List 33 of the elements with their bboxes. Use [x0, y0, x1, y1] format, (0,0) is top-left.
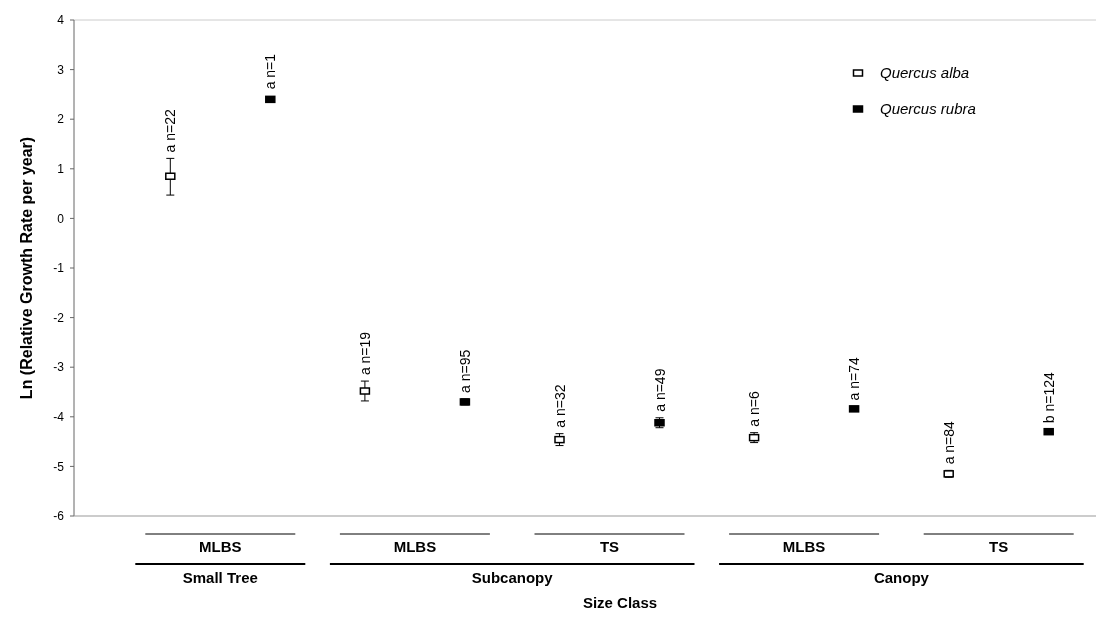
y-tick-label: -4: [53, 410, 65, 424]
text: Subcanopy: [471, 569, 554, 586]
y-tick-label: -5: [53, 459, 65, 474]
x-tick-label: MLBS: [782, 538, 826, 555]
text: Canopy: [873, 569, 930, 586]
annotation: a n=6: [746, 391, 763, 427]
annotation: a n=49: [651, 368, 668, 412]
y-tick-label: -1: [53, 261, 65, 276]
y-axis-title: Ln (Relative Growth Rate per year): [18, 136, 35, 400]
annotation: a n=74: [846, 356, 863, 401]
x-tick-label: MLBS: [199, 538, 242, 555]
annotation: b n=124: [1040, 371, 1057, 424]
y-tick-label: -3: [53, 360, 65, 375]
x-axis-title: Size Class: [582, 594, 658, 611]
legend-label: Quercus alba: [880, 64, 970, 82]
annotation: a n=22: [162, 108, 179, 153]
annotation: a n=19: [356, 331, 373, 376]
x-tick-label: TS: [599, 538, 620, 555]
y-tick-label: 0: [57, 211, 65, 226]
y-tick-label: 1: [57, 162, 65, 176]
annotation: a n=84: [940, 420, 957, 465]
text: Small Tree: [182, 569, 258, 586]
x-tick-label: TS: [989, 538, 1009, 555]
y-tick-label: 4: [57, 13, 65, 28]
y-tick-label: -2: [53, 310, 65, 325]
y-tick-label: 3: [57, 62, 65, 77]
x-tick-label: MLBS: [393, 538, 437, 555]
annotation: a n=95: [456, 349, 473, 393]
y-tick-label: -6: [53, 509, 65, 524]
y-tick-label: 2: [57, 112, 65, 127]
annotation: a n=32: [551, 384, 568, 428]
annotation: a n=1: [262, 53, 279, 90]
legend-label: Quercus rubra: [880, 100, 976, 118]
